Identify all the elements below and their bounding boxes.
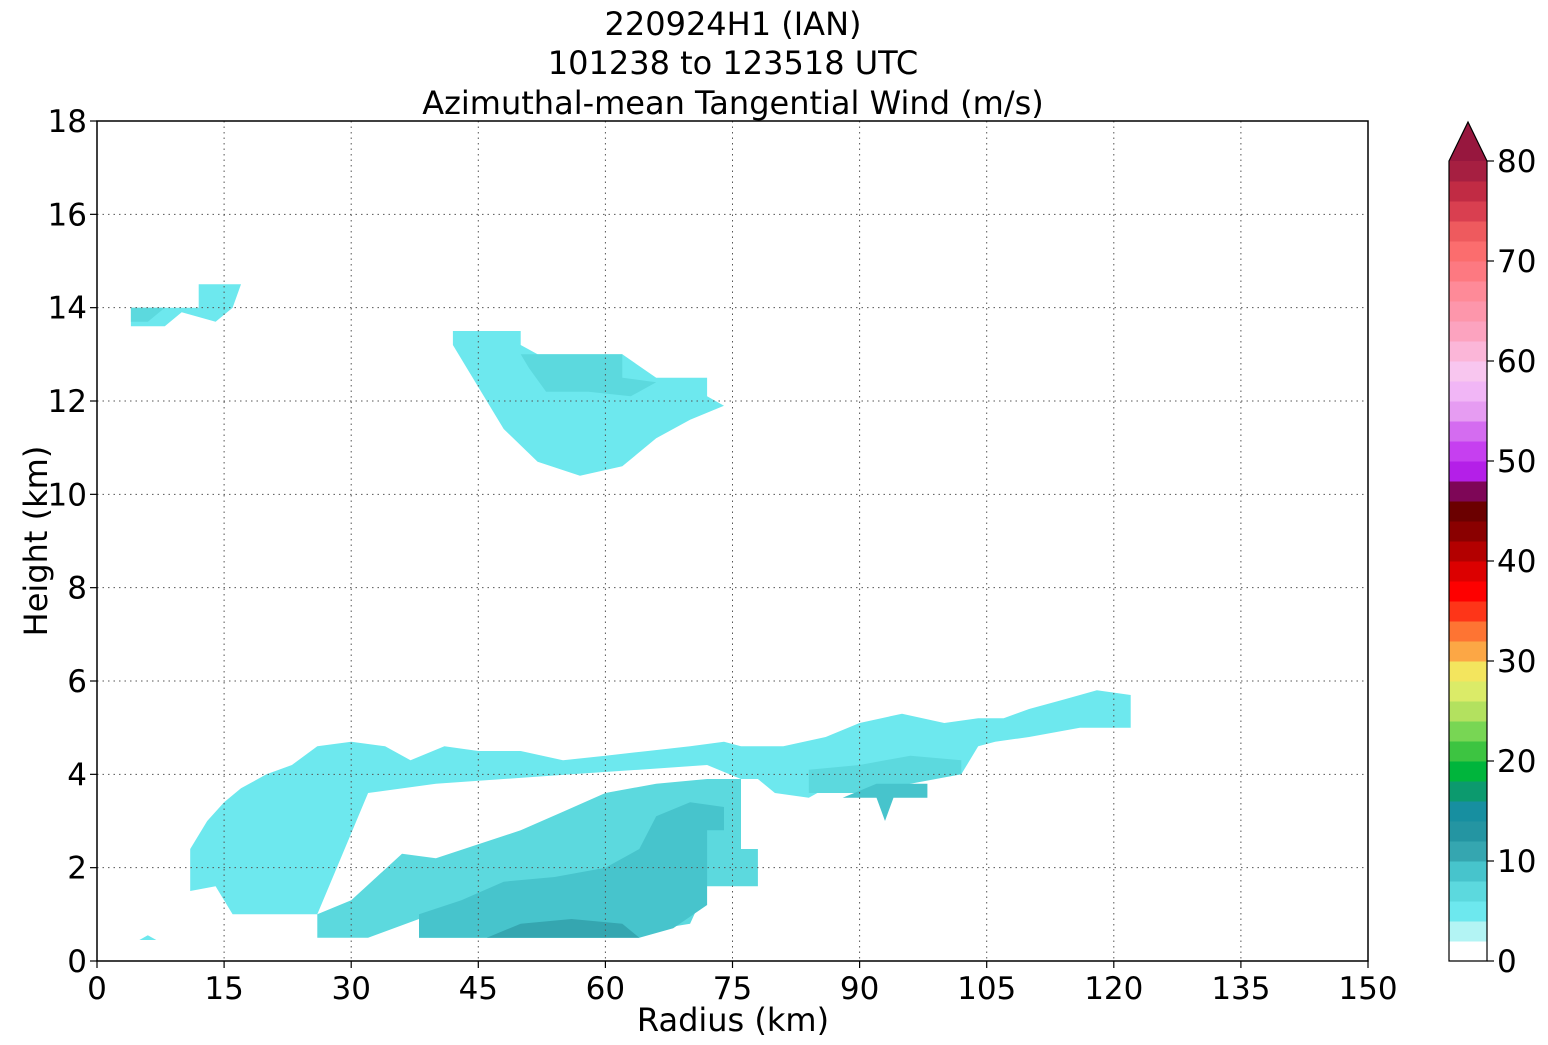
- colorbar-segment: [1449, 281, 1487, 302]
- x-tick-label: 0: [87, 971, 107, 1007]
- grid-lines: [97, 121, 1368, 961]
- colorbar-segment: [1449, 241, 1487, 262]
- colorbar-segment: [1449, 621, 1487, 642]
- colorbar-segment: [1449, 561, 1487, 582]
- colorbar-segment: [1449, 321, 1487, 342]
- chart-title-line-1: 220924H1 (IAN): [605, 5, 862, 43]
- wind-contour-fills: [130, 284, 1131, 940]
- colorbar-segment: [1449, 181, 1487, 202]
- colorbar-segment: [1449, 261, 1487, 282]
- colorbar-segment: [1449, 681, 1487, 702]
- y-tick-label: 10: [48, 477, 87, 513]
- colorbar-segment: [1449, 741, 1487, 762]
- x-tick-label: 150: [1338, 971, 1397, 1007]
- chart-title-line-2: 101238 to 123518 UTC: [548, 44, 918, 82]
- colorbar-segment: [1449, 701, 1487, 722]
- colorbar-tick-label: 80: [1497, 144, 1536, 180]
- colorbar-tick-label: 70: [1497, 244, 1536, 280]
- colorbar: 0 10 20 30 40 50 60 70 80: [1448, 120, 1536, 980]
- y-tick-label: 18: [48, 104, 87, 140]
- x-tick-label: 60: [586, 971, 625, 1007]
- y-tick-label: 0: [67, 944, 87, 980]
- x-tick-label: 45: [459, 971, 498, 1007]
- x-tick-label: 120: [1084, 971, 1143, 1007]
- contour-region-2: [419, 802, 724, 938]
- contour-region-6: [452, 331, 724, 476]
- contour-region-5: [842, 783, 928, 821]
- colorbar-segment: [1449, 661, 1487, 682]
- chart-title-line-3: Azimuthal-mean Tangential Wind (m/s): [422, 84, 1044, 122]
- x-axis: 0 15 30 45 60 75 90 105 120 135 150: [87, 961, 1398, 1007]
- x-tick-label: 30: [331, 971, 370, 1007]
- colorbar-tick-label: 0: [1497, 944, 1517, 980]
- colorbar-segment: [1449, 941, 1487, 962]
- colorbar-outline: [1448, 120, 1488, 962]
- y-axis-label: Height (km): [17, 446, 55, 637]
- y-tick-label: 14: [48, 291, 87, 327]
- colorbar-segment: [1449, 521, 1487, 542]
- colorbar-segment: [1449, 201, 1487, 222]
- y-tick-label: 4: [67, 757, 87, 793]
- colorbar-segment: [1449, 921, 1487, 942]
- y-tick-label: 2: [67, 851, 87, 887]
- colorbar-segment: [1449, 841, 1487, 862]
- colorbar-segment: [1449, 761, 1487, 782]
- y-tick-label: 16: [48, 197, 87, 233]
- contour-region-9: [130, 307, 165, 322]
- colorbar-segment: [1449, 401, 1487, 422]
- contour-region-10: [139, 935, 157, 940]
- colorbar-tick-label: 10: [1497, 844, 1536, 880]
- colorbar-segment: [1449, 461, 1487, 482]
- colorbar-segment: [1449, 641, 1487, 662]
- contour-region-4: [808, 755, 962, 793]
- contour-region-0: [190, 690, 1131, 915]
- colorbar-segment: [1449, 501, 1487, 522]
- colorbar-segment: [1449, 821, 1487, 842]
- colorbar-segment: [1449, 441, 1487, 462]
- colorbar-tick-label: 40: [1497, 544, 1536, 580]
- y-tick-label: 12: [48, 384, 87, 420]
- colorbar-segment: [1449, 161, 1487, 182]
- colorbar-segment: [1449, 221, 1487, 242]
- colorbar-segment: [1449, 801, 1487, 822]
- colorbar-segment: [1449, 601, 1487, 622]
- x-tick-label: 135: [1211, 971, 1270, 1007]
- colorbar-extend-arrow: [1449, 122, 1487, 161]
- contour-region-8: [130, 284, 241, 327]
- y-tick-label: 8: [67, 571, 87, 607]
- colorbar-tick-label: 60: [1497, 344, 1536, 380]
- colorbar-segment: [1449, 421, 1487, 442]
- colorbar-segment: [1449, 861, 1487, 882]
- y-tick-label: 6: [67, 664, 87, 700]
- contour-region-7: [520, 354, 657, 397]
- colorbar-segment: [1449, 901, 1487, 922]
- colorbar-segment: [1449, 721, 1487, 742]
- x-tick-label: 75: [713, 971, 752, 1007]
- colorbar-segment: [1449, 881, 1487, 902]
- x-tick-label: 15: [204, 971, 243, 1007]
- contour-region-3: [486, 919, 640, 938]
- x-axis-label: Radius (km): [637, 1001, 829, 1039]
- colorbar-segment: [1449, 341, 1487, 362]
- colorbar-tick-label: 30: [1497, 644, 1536, 680]
- colorbar-tick-label: 50: [1497, 444, 1536, 480]
- x-tick-label: 105: [957, 971, 1016, 1007]
- colorbar-segment: [1449, 301, 1487, 322]
- colorbar-segment: [1449, 781, 1487, 802]
- colorbar-segment: [1449, 581, 1487, 602]
- colorbar-tick-label: 20: [1497, 744, 1536, 780]
- colorbar-segment: [1449, 381, 1487, 402]
- x-tick-label: 90: [840, 971, 879, 1007]
- y-axis: 0 2 4 6 8 10 12 14 16 18: [48, 104, 97, 980]
- colorbar-segment: [1449, 481, 1487, 502]
- colorbar-segment: [1449, 361, 1487, 382]
- colorbar-segment: [1449, 541, 1487, 562]
